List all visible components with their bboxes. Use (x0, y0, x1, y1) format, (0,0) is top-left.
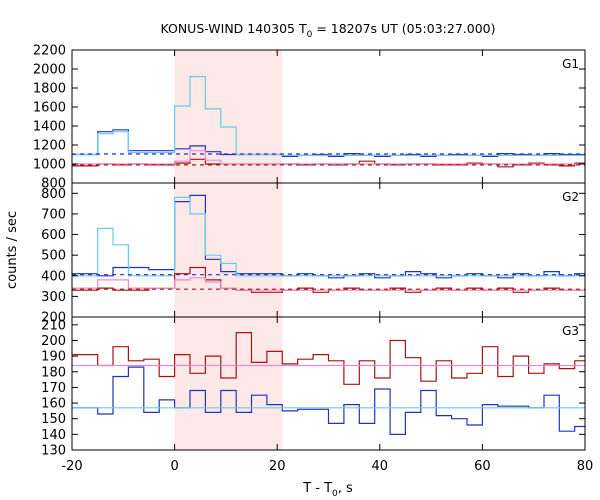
chart-title: KONUS-WIND 140305 T0 = 18207s UT (05:03:… (160, 21, 495, 40)
x-tick-label: -20 (61, 459, 82, 474)
x-tick-label: 0 (170, 459, 178, 474)
series-light-blue-step (72, 196, 585, 277)
panel-label: G2 (562, 190, 579, 204)
y-tick-label: 800 (41, 177, 66, 192)
y-tick-label: 1600 (33, 101, 66, 116)
y-axis-label: counts / sec (5, 211, 20, 289)
y-tick-label: 2200 (33, 44, 66, 59)
x-tick-label: 20 (269, 459, 286, 474)
series-dark-red-step (72, 266, 585, 293)
y-tick-label: 1400 (33, 120, 66, 135)
y-tick-label: 300 (41, 290, 66, 305)
panel-label: G1 (562, 57, 579, 71)
y-tick-label: 140 (41, 428, 66, 443)
y-tick-label: 800 (41, 187, 66, 202)
x-tick-label: 60 (474, 459, 491, 474)
panel-frame (71, 49, 586, 184)
y-tick-label: 210 (41, 318, 66, 333)
series-light-blue-step (72, 76, 585, 156)
panel-frame (71, 316, 586, 451)
x-tick-label: 80 (577, 459, 594, 474)
panel-g1: 800 1000 1200 1400 1600 1800 2000 2200 G1 (33, 44, 586, 192)
y-tick-label: 180 (41, 365, 66, 380)
y-tick-label: 130 (41, 444, 66, 459)
series-dark-red-step (72, 332, 585, 385)
panels-group: 8001000120014001600180020002200G12003004… (33, 44, 593, 475)
highlight-interval (174, 50, 283, 183)
y-tick-label: 200 (41, 311, 66, 326)
panel-frame (71, 182, 586, 318)
series-dark-blue-step (72, 194, 585, 279)
y-tick-label: 1000 (33, 158, 66, 173)
series-dark-blue-step (72, 366, 585, 435)
y-tick-label: 500 (41, 249, 66, 264)
highlight-interval (174, 317, 283, 450)
y-tick-label: 170 (41, 381, 66, 396)
y-tick-label: 190 (41, 350, 66, 365)
panel-g2: 200 300 400 500 600 700 800 G2 (41, 182, 586, 326)
y-tick-label: 600 (41, 228, 66, 243)
highlight-interval (174, 183, 283, 317)
y-tick-label: 700 (41, 207, 66, 222)
series-pink-step (72, 150, 585, 165)
y-tick-label: 160 (41, 397, 66, 412)
y-tick-label: 400 (41, 269, 66, 284)
y-tick-label: 150 (41, 412, 66, 427)
series-dark-red-step (72, 158, 585, 168)
y-tick-label: 2000 (33, 63, 66, 78)
y-tick-label: 1800 (33, 82, 66, 97)
y-tick-label: 1200 (33, 139, 66, 154)
series-pink-step (72, 277, 585, 291)
x-axis-label: T - T0, s (302, 481, 353, 499)
x-tick-label: 40 (372, 459, 389, 474)
panel-label: G3 (562, 324, 579, 338)
y-tick-label: 200 (41, 334, 66, 349)
